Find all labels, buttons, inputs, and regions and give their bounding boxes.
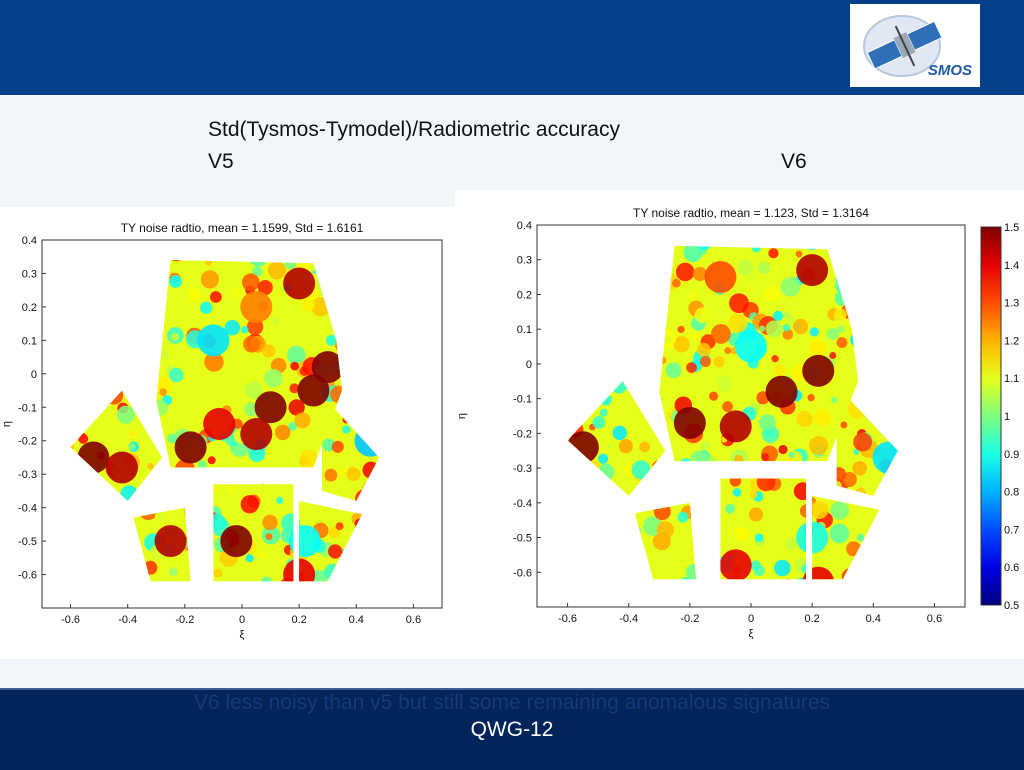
colorbar-tick-label: 0.5 <box>1004 600 1019 612</box>
x-tick-label: 0.2 <box>291 614 306 626</box>
y-tick-label: 0.1 <box>22 335 37 347</box>
anomaly-patch <box>197 324 230 357</box>
colorbar-tick-label: 0.6 <box>1004 562 1019 574</box>
satellite-icon <box>863 15 943 77</box>
colorbar-tick-label: 1.2 <box>1004 335 1019 347</box>
smos-logo: SMOS <box>850 4 980 87</box>
x-tick-label: 0.4 <box>349 614 364 626</box>
anomaly-patch <box>802 354 835 387</box>
slide-heading: Std(Tysmos-Tymodel)/Radiometric accuracy <box>208 118 620 141</box>
heatmap-svg: TY noise radtio, mean = 1.1599, Std = 1.… <box>1 221 443 641</box>
anomaly-patch <box>297 374 330 407</box>
anomaly-patch <box>220 525 253 558</box>
y-tick-label: -0.5 <box>18 536 37 548</box>
chart-title: TY noise radtio, mean = 1.123, Std = 1.3… <box>633 206 869 220</box>
x-axis-label: ξ <box>749 628 754 640</box>
v5-heatmap-panel: TY noise radtio, mean = 1.1599, Std = 1.… <box>0 207 455 659</box>
y-axis-label: η <box>1 421 13 427</box>
y-tick-label: -0.3 <box>18 469 37 481</box>
v5-label: V5 <box>208 150 234 173</box>
x-tick-label: -0.2 <box>680 613 699 625</box>
y-tick-label: -0.6 <box>18 570 37 582</box>
anomaly-patch <box>719 410 752 443</box>
x-tick-label: 0.6 <box>406 614 421 626</box>
y-tick-label: 0.4 <box>22 235 37 247</box>
anomaly-patch <box>719 549 752 580</box>
colorbar-tick-label: 0.9 <box>1004 449 1019 461</box>
anomaly-patch <box>311 351 344 384</box>
x-tick-label: -0.6 <box>61 614 80 626</box>
y-tick-label: -0.6 <box>513 567 532 579</box>
colorbar-tick-label: 1.4 <box>1004 260 1019 272</box>
meeting-label: QWG-12 <box>470 718 554 741</box>
y-tick-label: -0.3 <box>513 463 532 475</box>
x-tick-label: 0 <box>239 614 245 626</box>
anomaly-patch <box>704 261 737 294</box>
footer-bar <box>0 688 1024 770</box>
anomaly-patch <box>203 408 236 440</box>
y-tick-label: -0.2 <box>513 428 532 440</box>
y-tick-label: -0.4 <box>513 498 532 510</box>
y-tick-label: -0.1 <box>513 394 532 406</box>
colorbar-tick-label: 1.5 <box>1004 222 1019 234</box>
x-tick-label: -0.4 <box>619 613 638 625</box>
anomaly-patch <box>254 391 287 424</box>
anomaly-patch <box>106 451 138 484</box>
y-tick-label: 0.2 <box>22 302 37 314</box>
colorbar-tick-label: 0.8 <box>1004 487 1019 499</box>
x-axis-label: ξ <box>240 629 245 641</box>
conclusion-note: V6 less noisy than v5 but still some rem… <box>193 691 831 714</box>
heatmap-svg: TY noise radtio, mean = 1.123, Std = 1.3… <box>456 206 1019 640</box>
v6-label: V6 <box>781 150 807 173</box>
x-tick-label: 0 <box>748 613 754 625</box>
x-tick-label: 0.6 <box>927 613 942 625</box>
v6-heatmap-panel: TY noise radtio, mean = 1.123, Std = 1.3… <box>455 190 1024 659</box>
y-tick-label: 0.3 <box>517 255 532 267</box>
y-tick-label: 0.1 <box>517 324 532 336</box>
colorbar-tick-label: 1.3 <box>1004 298 1019 310</box>
anomaly-patch <box>283 267 316 300</box>
anomaly-patch <box>240 290 273 323</box>
y-tick-label: 0.4 <box>517 220 532 232</box>
y-tick-label: -0.4 <box>18 503 37 515</box>
y-tick-label: 0.2 <box>517 289 532 301</box>
y-tick-label: 0 <box>31 369 37 381</box>
anomaly-patch <box>796 254 829 287</box>
x-tick-label: 0.4 <box>866 613 881 625</box>
x-tick-label: -0.4 <box>118 614 137 626</box>
anomaly-patch <box>174 431 207 464</box>
anomaly-patch <box>240 418 273 451</box>
anomaly-patch <box>154 525 187 558</box>
y-tick-label: -0.1 <box>18 402 37 414</box>
y-tick-label: 0.3 <box>22 268 37 280</box>
y-axis-label: η <box>456 413 468 419</box>
logo-text: SMOS <box>927 62 972 79</box>
anomaly-patch <box>283 558 316 582</box>
colorbar <box>980 226 1002 606</box>
colorbar-tick-label: 1 <box>1004 411 1010 423</box>
anomaly-patch <box>735 330 767 363</box>
y-tick-label: -0.2 <box>18 436 37 448</box>
chart-title: TY noise radtio, mean = 1.1599, Std = 1.… <box>121 221 364 235</box>
colorbar-tick-label: 1.1 <box>1004 373 1019 385</box>
colorbar-tick-label: 0.7 <box>1004 524 1019 536</box>
anomaly-patch <box>765 375 798 408</box>
y-tick-label: 0 <box>526 359 532 371</box>
x-tick-label: 0.2 <box>804 613 819 625</box>
x-tick-label: -0.6 <box>558 613 577 625</box>
anomaly-patch <box>673 406 706 439</box>
y-tick-label: -0.5 <box>513 533 532 545</box>
x-tick-label: -0.2 <box>175 614 194 626</box>
